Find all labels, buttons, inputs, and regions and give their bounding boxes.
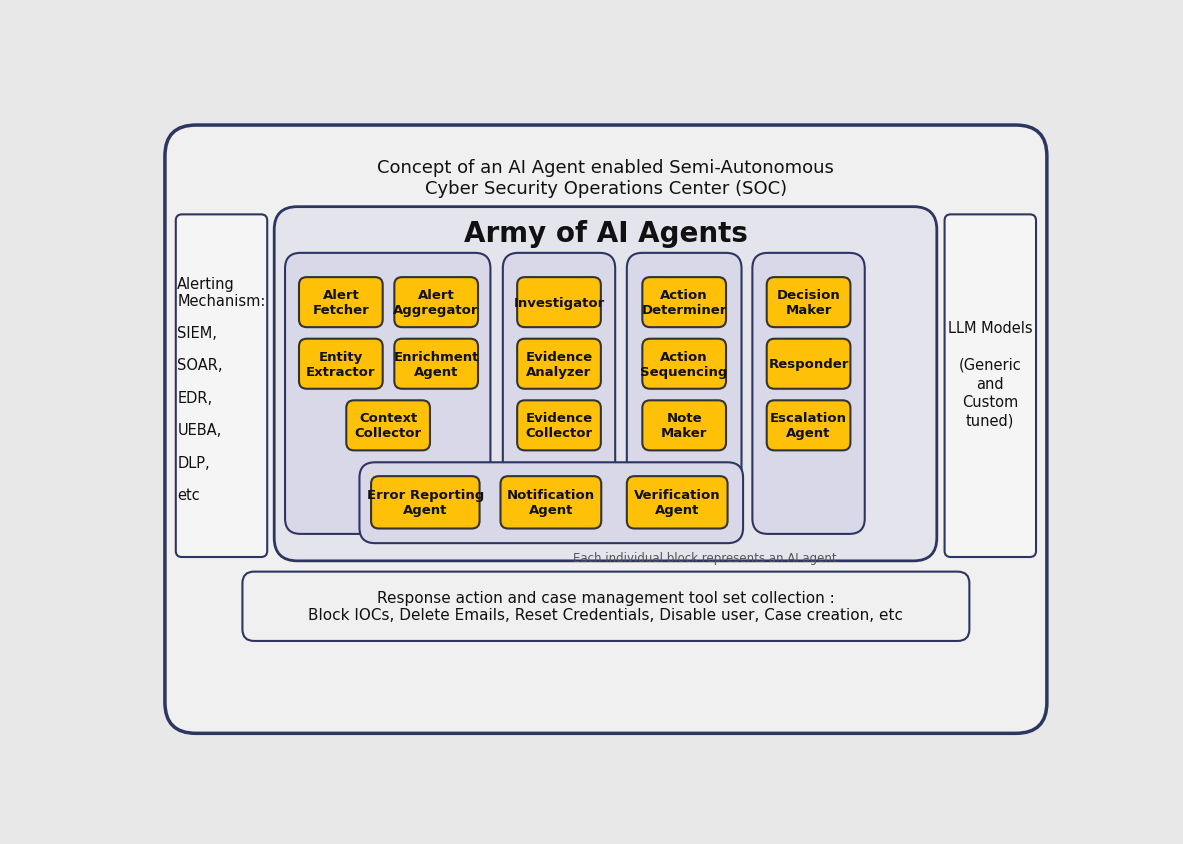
Text: Investigator: Investigator	[513, 296, 605, 309]
FancyBboxPatch shape	[517, 278, 601, 327]
Text: LLM Models

(Generic
and
Custom
tuned): LLM Models (Generic and Custom tuned)	[948, 321, 1033, 428]
Text: Alert
Fetcher: Alert Fetcher	[312, 289, 369, 316]
FancyBboxPatch shape	[517, 339, 601, 389]
FancyBboxPatch shape	[176, 215, 267, 557]
Text: Army of AI Agents: Army of AI Agents	[464, 219, 748, 247]
FancyBboxPatch shape	[627, 477, 728, 529]
FancyBboxPatch shape	[274, 208, 937, 561]
FancyBboxPatch shape	[503, 253, 615, 534]
FancyBboxPatch shape	[285, 253, 491, 534]
FancyBboxPatch shape	[767, 339, 851, 389]
Text: Action
Determiner: Action Determiner	[641, 289, 726, 316]
Text: Responder: Responder	[769, 358, 848, 371]
FancyBboxPatch shape	[944, 215, 1036, 557]
FancyBboxPatch shape	[360, 463, 743, 544]
Text: Error Reporting
Agent: Error Reporting Agent	[367, 489, 484, 517]
FancyBboxPatch shape	[394, 339, 478, 389]
FancyBboxPatch shape	[299, 339, 382, 389]
Text: Evidence
Analyzer: Evidence Analyzer	[525, 350, 593, 378]
FancyBboxPatch shape	[767, 278, 851, 327]
Text: Each individual block represents an AI agent: Each individual block represents an AI a…	[573, 551, 836, 564]
Text: Alerting
Mechanism:

SIEM,

SOAR,

EDR,

UEBA,

DLP,

etc: Alerting Mechanism: SIEM, SOAR, EDR, UEB…	[177, 277, 266, 502]
FancyBboxPatch shape	[627, 253, 742, 534]
FancyBboxPatch shape	[299, 278, 382, 327]
FancyBboxPatch shape	[642, 278, 726, 327]
FancyBboxPatch shape	[767, 401, 851, 451]
FancyBboxPatch shape	[243, 572, 969, 641]
Text: Enrichment
Agent: Enrichment Agent	[394, 350, 479, 378]
FancyBboxPatch shape	[642, 401, 726, 451]
Text: Context
Collector: Context Collector	[355, 412, 421, 440]
Text: Note
Maker: Note Maker	[661, 412, 707, 440]
FancyBboxPatch shape	[752, 253, 865, 534]
FancyBboxPatch shape	[394, 278, 478, 327]
FancyBboxPatch shape	[517, 401, 601, 451]
Text: Verification
Agent: Verification Agent	[634, 489, 720, 517]
FancyBboxPatch shape	[164, 126, 1047, 733]
Text: Decision
Maker: Decision Maker	[777, 289, 840, 316]
Text: Escalation
Agent: Escalation Agent	[770, 412, 847, 440]
Text: Concept of an AI Agent enabled Semi-Autonomous
Cyber Security Operations Center : Concept of an AI Agent enabled Semi-Auto…	[377, 159, 834, 197]
Text: Action
Sequencing: Action Sequencing	[640, 350, 728, 378]
Text: Alert
Aggregator: Alert Aggregator	[394, 289, 479, 316]
Text: Entity
Extractor: Entity Extractor	[306, 350, 375, 378]
FancyBboxPatch shape	[371, 477, 479, 529]
FancyBboxPatch shape	[347, 401, 429, 451]
Text: Evidence
Collector: Evidence Collector	[525, 412, 593, 440]
FancyBboxPatch shape	[642, 339, 726, 389]
Text: Notification
Agent: Notification Agent	[506, 489, 595, 517]
Text: Response action and case management tool set collection :
Block IOCs, Delete Ema: Response action and case management tool…	[309, 591, 904, 623]
FancyBboxPatch shape	[500, 477, 601, 529]
